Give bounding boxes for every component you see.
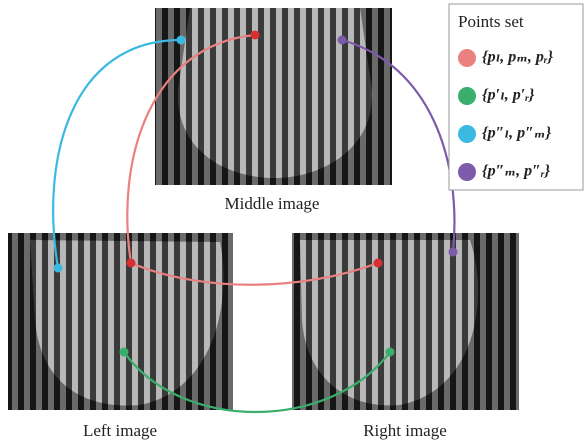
legend-label: {p″ₗ, p″ₘ} (482, 125, 552, 142)
legend-swatch (458, 49, 476, 67)
diagram: Middle image Left image Right image Poin… (0, 0, 587, 444)
image-label: Left image (83, 421, 157, 440)
legend-label: {p′ₗ, p′ᵣ} (482, 87, 535, 104)
right-image (292, 233, 519, 410)
image-label: Middle image (225, 194, 320, 213)
legend: Points set {pₗ, pₘ, pᵣ} {p′ₗ, p′ᵣ} {p″ₗ, p… (449, 4, 583, 190)
legend-label: {p″ₘ, p″ᵣ} (482, 163, 550, 180)
legend-label: {pₗ, pₘ, pᵣ} (482, 49, 553, 66)
legend-swatch (458, 87, 476, 105)
middle-image (155, 8, 392, 185)
legend-title: Points set (458, 12, 524, 31)
legend-swatch (458, 163, 476, 181)
left-image (8, 233, 233, 410)
image-label: Right image (363, 421, 447, 440)
legend-swatch (458, 125, 476, 143)
